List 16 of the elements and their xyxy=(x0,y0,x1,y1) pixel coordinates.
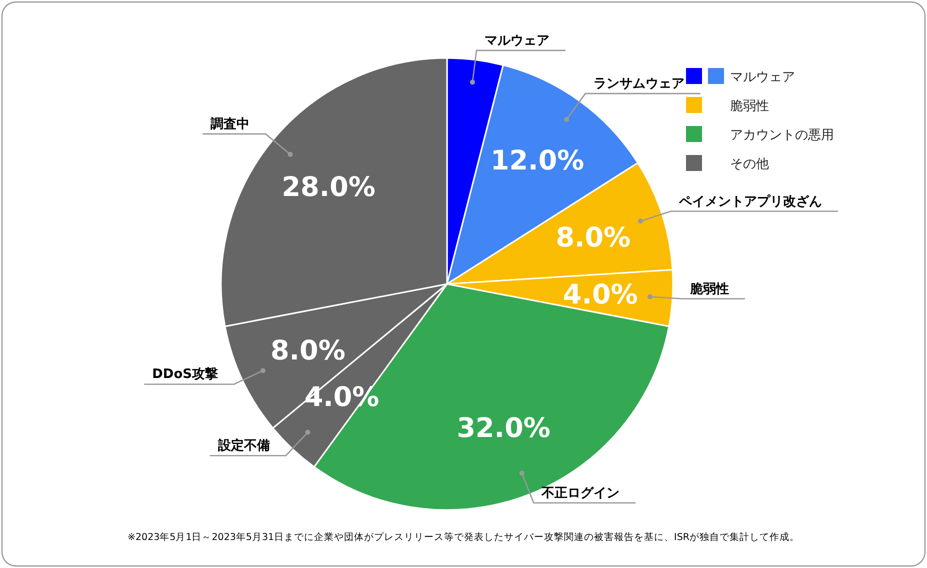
data-label: 8.0% xyxy=(270,335,346,366)
slice-label: 調査中 xyxy=(210,116,250,132)
slice-label: DDoS攻撃 xyxy=(152,366,218,382)
slice-label: 不正ログイン xyxy=(540,486,620,501)
data-label: 8.0% xyxy=(556,222,631,254)
slice-label: ランサムウェア xyxy=(593,76,684,92)
slice-label: ペイメントアプリ改ざん xyxy=(678,193,822,210)
legend: マルウェア 脆弱性 アカウントの悪用 その他 xyxy=(686,68,834,172)
slice-label: 脆弱性 xyxy=(688,282,729,297)
data-label: 12.0% xyxy=(490,146,584,177)
data-label: 32.0% xyxy=(456,412,550,444)
data-label: 4.0% xyxy=(562,280,638,311)
text: ※2023年5月1日～2023年5月31日までに企業や団体がプレスリリース等で発表したサイバー攻撃関連の被害報告を基に、ISRが独自で集計して作成。 xyxy=(128,531,800,543)
data-label: 28.0% xyxy=(282,172,376,204)
slice-label: マルウェア xyxy=(484,33,550,48)
slice-label: 設定不備 xyxy=(216,438,270,454)
